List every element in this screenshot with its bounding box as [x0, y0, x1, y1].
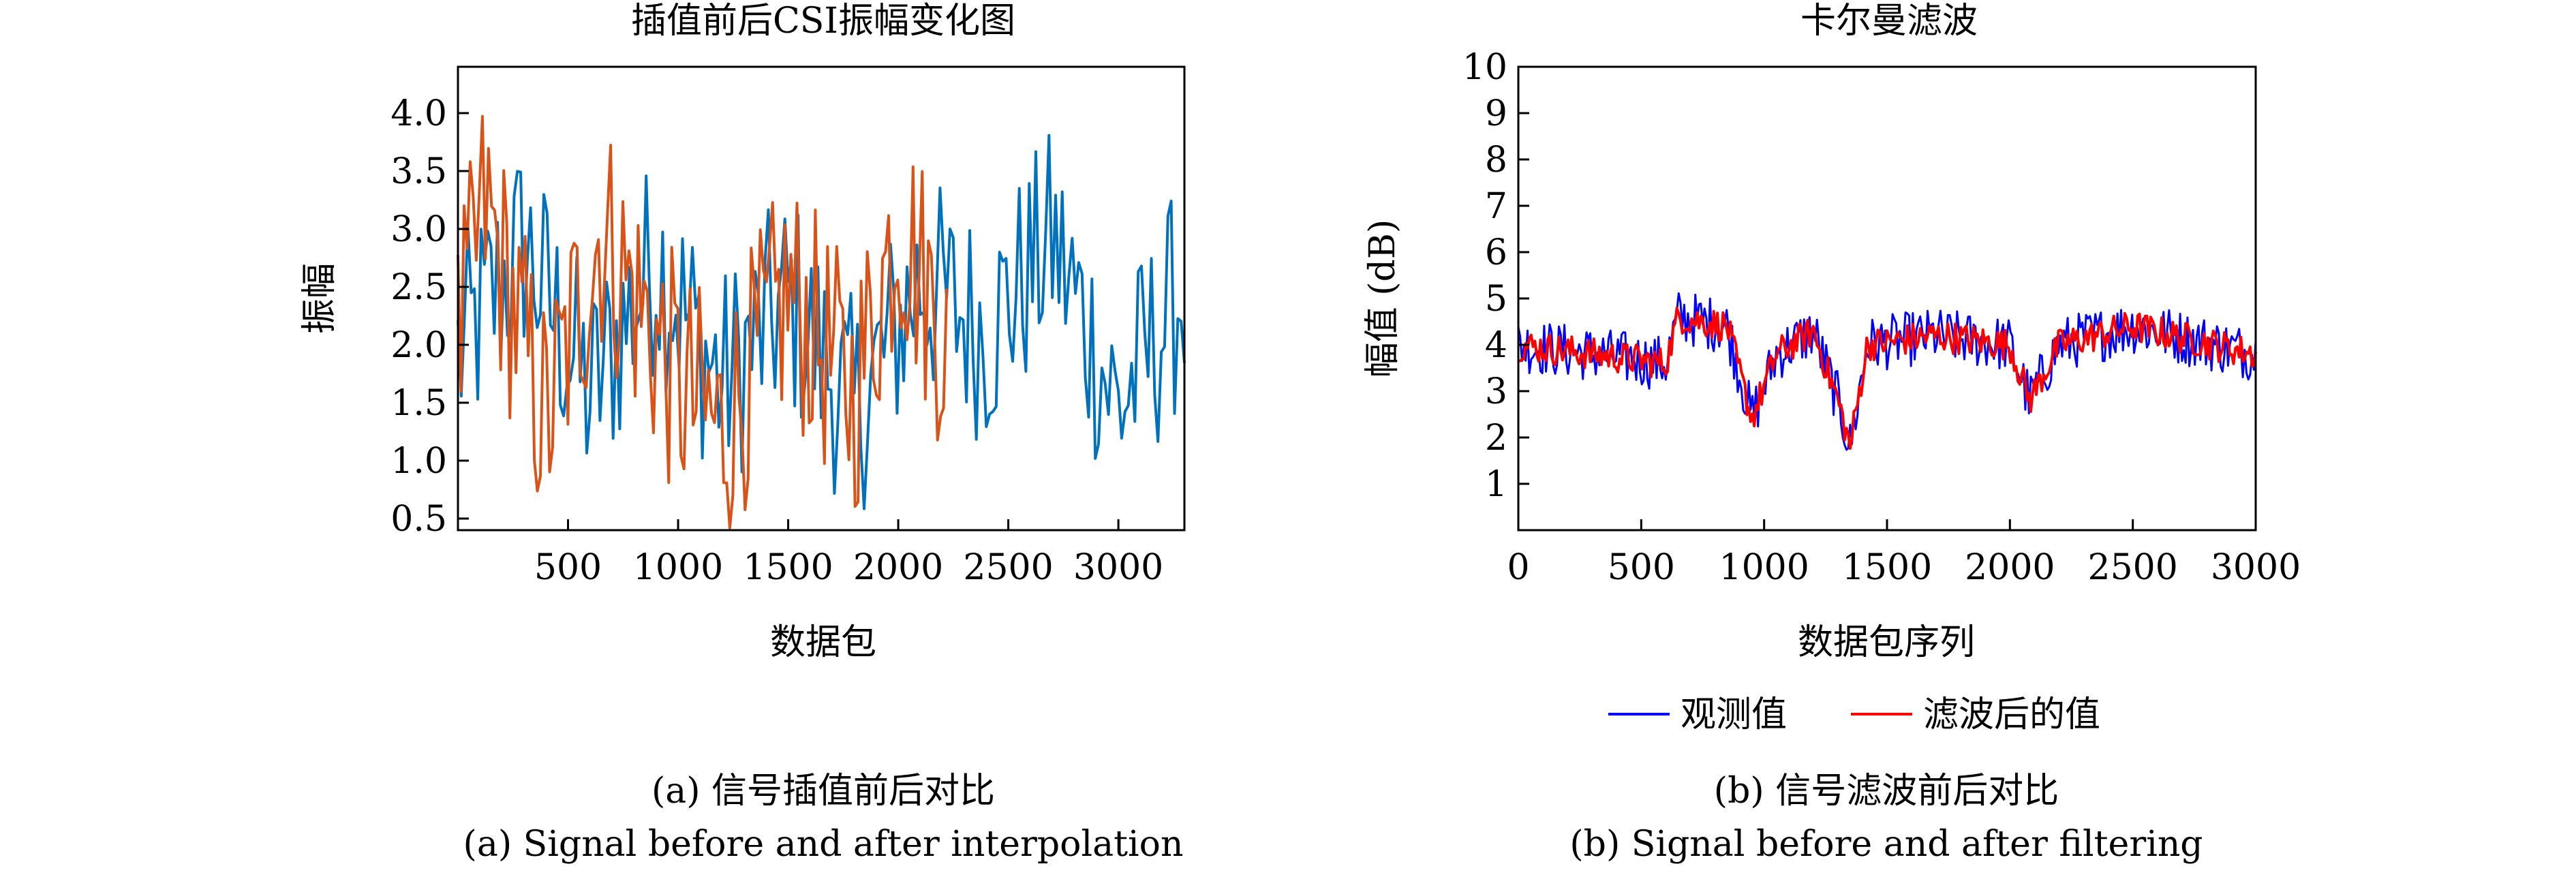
x-tick-label: 1000 — [1719, 547, 1809, 588]
y-tick-label: 7 — [1485, 186, 1507, 227]
y-tick-label: 1.0 — [390, 441, 447, 482]
panel-b-x-axis-label: 数据包序列 — [1798, 622, 1975, 663]
x-tick-label: 1500 — [1842, 547, 1932, 588]
legend-label-filtered: 滤波后的值 — [1923, 694, 2100, 735]
panel-a-x-axis: 500 1000 1500 2000 2500 3000 — [534, 519, 1163, 588]
caption-b-chinese: (b) 信号滤波前后对比 — [1714, 771, 2059, 812]
panel-b-series — [1517, 292, 2257, 451]
series-line-orange — [457, 114, 949, 529]
y-tick-label: 3.0 — [390, 209, 447, 250]
panel-a-series — [457, 114, 1186, 529]
caption-b-english: (b) Signal before and after filtering — [1569, 824, 2203, 865]
y-tick-label: 1.5 — [390, 383, 447, 424]
panel-a-y-axis-label: 振幅 — [299, 263, 340, 334]
x-tick-label: 2500 — [2087, 547, 2177, 588]
panel-b-legend: 观测值 滤波后的值 — [1608, 694, 2100, 735]
x-tick-label: 500 — [1608, 547, 1675, 588]
x-tick-label: 1000 — [633, 547, 723, 588]
y-tick-label: 4 — [1485, 325, 1507, 366]
y-tick-label: 5 — [1485, 279, 1507, 320]
panel-b-title: 卡尔曼滤波 — [1800, 1, 1978, 42]
y-tick-label: 2.5 — [390, 267, 447, 308]
panel-a-title: 插值前后CSI振幅变化图 — [631, 1, 1015, 42]
y-tick-label: 2 — [1485, 418, 1507, 459]
y-tick-label: 3.5 — [390, 151, 447, 192]
panel-a-x-axis-label: 数据包 — [770, 622, 876, 663]
x-tick-label: 2000 — [853, 547, 943, 588]
x-tick-label: 2000 — [1965, 547, 2055, 588]
y-tick-label: 9 — [1485, 93, 1507, 134]
panel-a: 插值前后CSI振幅变化图 500 1000 1500 2000 2500 3000 0.5… — [299, 1, 1186, 663]
x-tick-label: 0 — [1507, 547, 1529, 588]
panel-a-y-axis: 0.5 1.0 1.5 2.0 2.5 3.0 3.5 4.0 — [390, 93, 469, 540]
y-tick-label: 8 — [1485, 140, 1507, 181]
panel-b-y-axis: 1 2 3 4 5 6 7 8 9 10 — [1462, 47, 1529, 505]
y-tick-label: 3 — [1485, 371, 1507, 412]
caption-a-chinese: (a) 信号插值前后对比 — [651, 771, 995, 812]
panel-b-x-axis: 0 500 1000 1500 2000 2500 3000 — [1507, 519, 2301, 588]
x-tick-label: 500 — [534, 547, 602, 588]
series-line-blue — [457, 134, 1186, 510]
x-tick-label: 1500 — [743, 547, 833, 588]
x-tick-label: 3000 — [2211, 547, 2301, 588]
series-line-observed — [1517, 292, 2257, 451]
series-line-filtered — [1518, 307, 2257, 450]
panel-b: 卡尔曼滤波 0 500 1000 1500 2000 2500 3000 1 2 3 4 5 6 7 8 9… — [1362, 1, 2301, 735]
y-tick-label: 0.5 — [390, 499, 447, 540]
panel-b-y-axis-label: 幅值 (dB) — [1362, 219, 1403, 378]
x-tick-label: 2500 — [963, 547, 1053, 588]
panel-a-plot-frame — [457, 65, 1186, 532]
x-tick-label: 3000 — [1073, 547, 1163, 588]
panel-b-plot-frame — [1517, 65, 2257, 532]
y-tick-label: 6 — [1485, 232, 1507, 273]
caption-a-english: (a) Signal before and after interpolatio… — [463, 824, 1184, 865]
y-tick-label: 4.0 — [390, 93, 447, 134]
legend-label-observed: 观测值 — [1681, 694, 1787, 735]
y-tick-label: 2.0 — [390, 325, 447, 366]
y-tick-label: 10 — [1462, 47, 1507, 88]
y-tick-label: 1 — [1485, 464, 1507, 505]
